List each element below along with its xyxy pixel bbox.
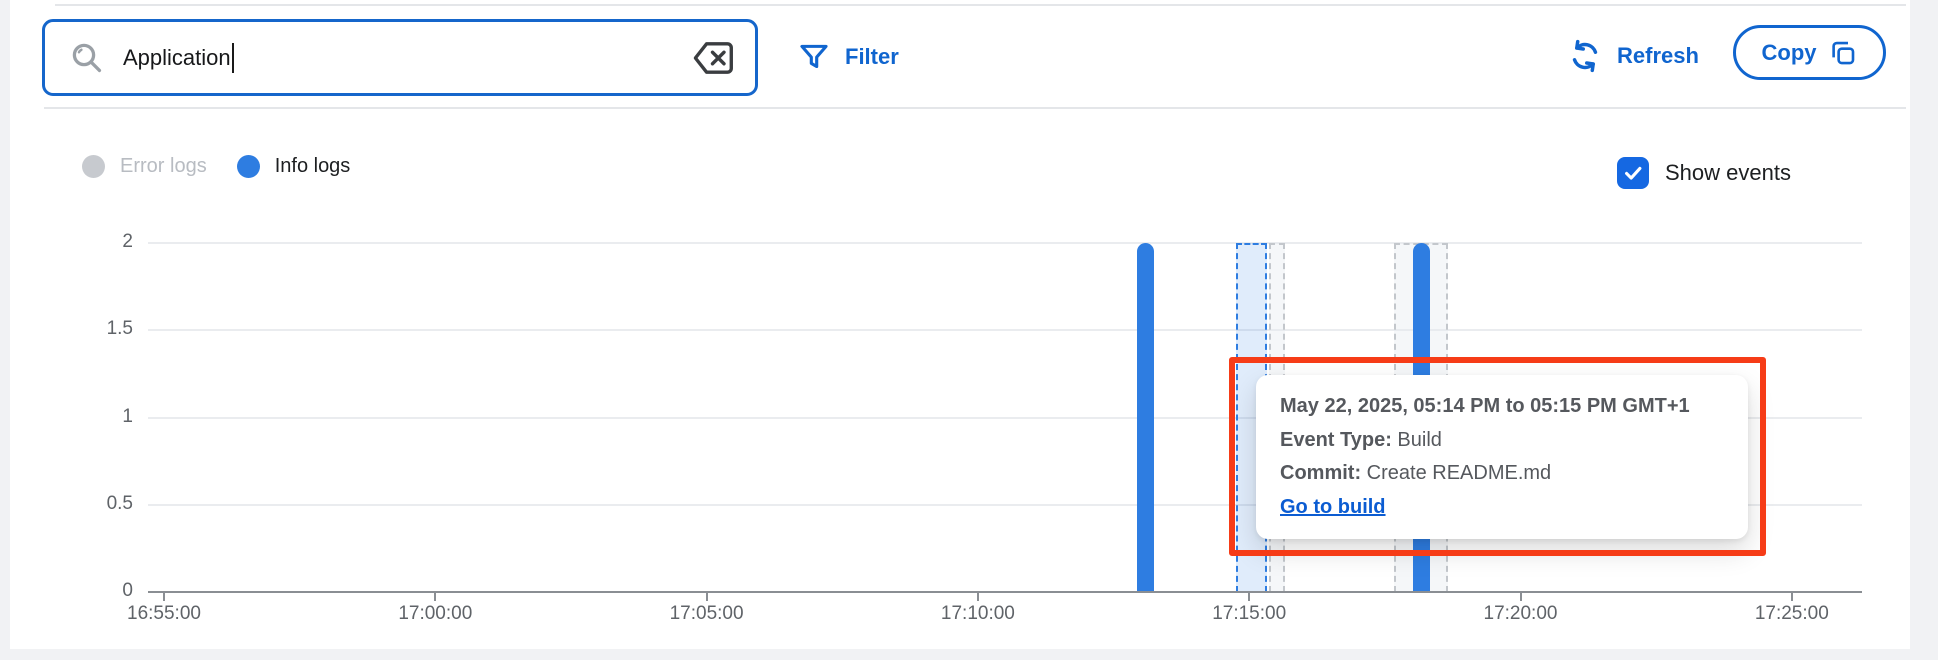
top-divider: [55, 4, 1906, 6]
go-to-build-link[interactable]: Go to build: [1280, 495, 1386, 518]
x-axis-tick-label: 17:15:00: [1212, 603, 1287, 624]
gridline: [148, 242, 1862, 244]
text-caret: [231, 42, 235, 73]
y-axis-tick-label: 0: [122, 580, 133, 601]
refresh-label: Refresh: [1617, 43, 1699, 68]
copy-button[interactable]: Copy: [1733, 25, 1886, 80]
filter-label: Filter: [845, 44, 899, 69]
filter-funnel-icon: [797, 40, 831, 74]
x-axis-tick: [1519, 592, 1522, 601]
tooltip-commit: Commit: Create README.md: [1280, 462, 1552, 484]
x-axis-tick: [1790, 592, 1793, 601]
legend-item-info-logs[interactable]: Info logs: [236, 155, 351, 178]
gridline: [148, 503, 1862, 506]
info-logs-dot-icon: [236, 155, 260, 178]
page-gutter: [1910, 0, 1938, 660]
x-axis-tick-label: 17:25:00: [1754, 603, 1829, 624]
gridline: [148, 416, 1862, 419]
x-axis-line: [148, 591, 1862, 593]
chart-legend: Error logs Info logs: [82, 155, 350, 178]
filter-button[interactable]: Filter: [797, 33, 899, 81]
x-axis-tick: [434, 592, 437, 601]
show-events-label: Show events: [1665, 160, 1791, 185]
refresh-button[interactable]: Refresh: [1566, 32, 1699, 80]
error-logs-label: Error logs: [120, 155, 207, 177]
y-axis-tick-label: 1: [122, 405, 133, 427]
x-axis-tick-label: 17:20:00: [1483, 603, 1558, 624]
search-icon: [69, 40, 105, 76]
x-axis-tick-label: 17:05:00: [669, 603, 744, 624]
gridline: [148, 329, 1862, 332]
legend-item-error-logs[interactable]: Error logs: [82, 155, 207, 178]
search-value: Application: [123, 44, 231, 70]
show-events-toggle[interactable]: Show events: [1617, 157, 1791, 189]
x-axis-tick-label: 17:00:00: [398, 603, 473, 624]
error-logs-dot-icon: [82, 155, 105, 178]
x-axis-tick: [705, 592, 708, 601]
page-gutter: [0, 0, 10, 660]
clear-search-button[interactable]: [691, 38, 735, 78]
copy-label: Copy: [1761, 39, 1817, 65]
x-axis-tick: [163, 592, 165, 601]
page-gutter: [0, 649, 1938, 660]
log-bar[interactable]: [1136, 243, 1154, 592]
y-axis-tick-label: 2: [122, 231, 133, 252]
tooltip-event-type: Event Type: Build: [1280, 428, 1442, 451]
x-axis-tick-label: 17:10:00: [940, 603, 1015, 624]
show-events-checkbox[interactable]: [1617, 157, 1649, 189]
header-divider: [44, 107, 1906, 109]
search-input[interactable]: Application: [42, 19, 758, 96]
y-axis-tick-label: 1.5: [106, 318, 133, 340]
refresh-icon: [1566, 37, 1604, 75]
copy-icon: [1828, 38, 1858, 68]
info-logs-label: Info logs: [274, 155, 351, 177]
tooltip-time-range: May 22, 2025, 05:14 PM to 05:15 PM GMT+1: [1280, 395, 1690, 417]
event-tooltip: May 22, 2025, 05:14 PM to 05:15 PM GMT+1…: [1256, 375, 1748, 539]
x-axis-tick: [1248, 592, 1251, 601]
y-axis-tick-label: 0.5: [106, 492, 133, 514]
x-axis-tick-label: 16:55:00: [127, 603, 201, 624]
x-axis-tick: [976, 592, 979, 601]
